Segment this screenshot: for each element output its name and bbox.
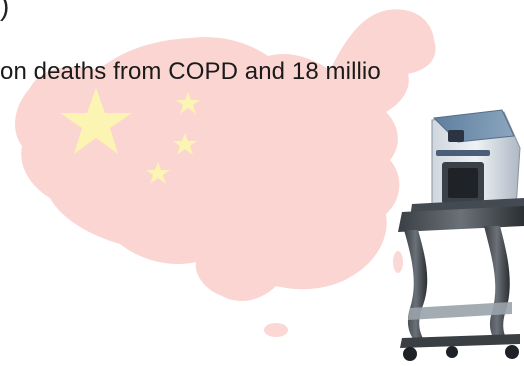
device-control-strip bbox=[436, 150, 490, 156]
map-island bbox=[264, 323, 288, 337]
map-island bbox=[393, 251, 403, 273]
cart-wheel bbox=[505, 345, 519, 359]
cart-shelf-bottom bbox=[408, 302, 512, 320]
slide-headline: on deaths from COPD and 18 millio bbox=[0, 58, 381, 85]
cart-wheel bbox=[403, 347, 417, 361]
cart-frame-left bbox=[404, 230, 428, 340]
flag-star-large bbox=[60, 88, 132, 154]
cart-shelf-top bbox=[398, 206, 524, 232]
flag-star-small bbox=[176, 92, 200, 114]
cart-wheel bbox=[446, 346, 458, 358]
device-front-inner bbox=[448, 168, 478, 198]
flag-star-small bbox=[146, 162, 170, 184]
device-sensor-window bbox=[448, 130, 464, 142]
flag-star-small bbox=[173, 133, 197, 155]
cart-base bbox=[400, 334, 520, 348]
slide-text-fragment: ) bbox=[0, 0, 10, 21]
cart-frame-right bbox=[484, 226, 510, 342]
map-shape bbox=[15, 9, 436, 301]
spirometry-device-on-cart-icon bbox=[398, 109, 524, 361]
